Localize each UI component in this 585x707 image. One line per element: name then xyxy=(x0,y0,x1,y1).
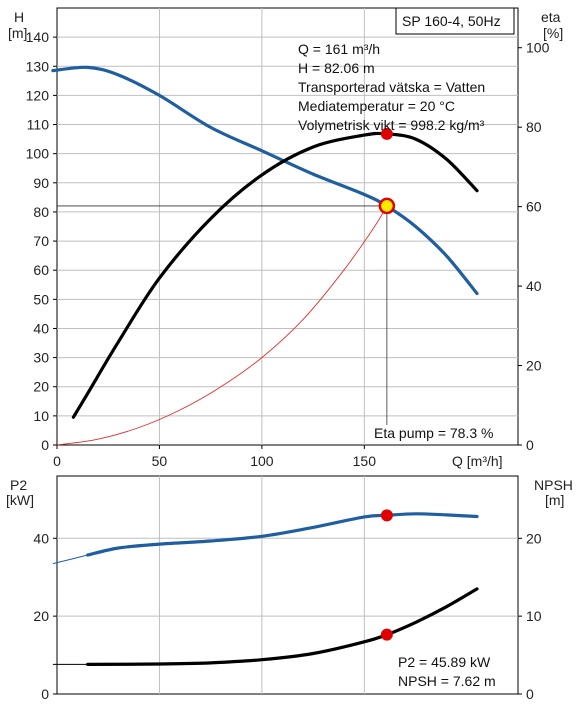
q-tick-label: 50 xyxy=(152,453,168,469)
eta-axis-unit: [%] xyxy=(543,25,563,41)
eta-tick-label: 0 xyxy=(526,437,534,453)
top-series-group xyxy=(51,65,479,446)
h-axis-unit: [m] xyxy=(8,25,27,41)
p2-axis-unit: [kW] xyxy=(6,492,34,508)
p2-tick-label: 20 xyxy=(33,608,49,624)
h-tick-label: 0 xyxy=(41,437,49,453)
info-npsh: NPSH = 7.62 m xyxy=(398,673,496,689)
info-head: H = 82.06 m xyxy=(298,60,375,76)
h-tick-label: 50 xyxy=(33,291,49,307)
h-tick-label: 130 xyxy=(26,58,50,74)
top-plot-frame xyxy=(56,7,519,446)
eta-tick-label: 100 xyxy=(526,40,550,56)
bottom-series-group xyxy=(52,509,479,666)
system-curve-curve xyxy=(56,205,388,446)
h-axis-label: H xyxy=(14,9,24,25)
h-tick-label: 60 xyxy=(33,262,49,278)
h-tick-label: 70 xyxy=(33,233,49,249)
duty-point-head-marker xyxy=(378,197,396,215)
h-tick-label: 110 xyxy=(27,117,50,133)
duty-point-eta-marker xyxy=(380,127,393,140)
h-tick-label: 40 xyxy=(33,320,49,336)
q-tick-label: 0 xyxy=(53,453,61,469)
npsh-tick-label: 10 xyxy=(526,608,542,624)
h-tick-label: 10 xyxy=(33,408,49,424)
h-tick-label: 30 xyxy=(33,350,49,366)
duty-point-p2-marker xyxy=(380,509,393,522)
bottom-grid xyxy=(57,476,518,694)
title-box xyxy=(395,7,515,35)
p2-axis-label: P2 xyxy=(10,477,27,493)
q-axis-label: Q [m³/h] xyxy=(452,453,503,469)
h-tick-label: 80 xyxy=(33,204,49,220)
p2-tick-label: 0 xyxy=(41,686,49,702)
npsh-axis-unit: [m] xyxy=(545,492,564,508)
top-ticks: 0 10 20 30 40 50 60 70 80 90 100 110 120 130 140 0 50 100… xyxy=(26,29,550,469)
chart-title: SP 160-4, 50Hz xyxy=(402,13,501,29)
info-liquid: Transporterad vätska = Vatten xyxy=(298,79,485,95)
p2-curve xyxy=(86,512,479,557)
h-tick-label: 120 xyxy=(26,87,50,103)
p2-tick-label: 40 xyxy=(33,530,49,546)
info-density: Volymetrisk vikt = 998.2 kg/m³ xyxy=(298,117,485,133)
eta-axis-label: eta xyxy=(541,9,561,25)
info-p2: P2 = 45.89 kW xyxy=(398,654,491,670)
h-tick-label: 140 xyxy=(26,29,50,45)
info-temperature: Mediatemperatur = 20 °C xyxy=(298,98,455,114)
top-grid xyxy=(57,8,518,445)
p2-curve-extension xyxy=(52,554,88,565)
eta-tick-label: 40 xyxy=(526,278,542,294)
q-tick-label: 100 xyxy=(250,453,274,469)
npsh-curve xyxy=(86,587,479,666)
bottom-ticks: 0 20 40 0 10 20 xyxy=(33,530,541,702)
q-tick-label: 150 xyxy=(353,453,377,469)
info-flow: Q = 161 m³/h xyxy=(298,41,380,57)
eta-tick-label: 60 xyxy=(526,199,542,215)
power-npsh-panel: 0 20 40 0 10 20 P2 [kW] NPSH [m] P2 = 45.89 k… xyxy=(6,475,573,702)
head-curve xyxy=(51,65,479,296)
npsh-tick-label: 0 xyxy=(526,686,534,702)
h-tick-label: 100 xyxy=(26,146,50,162)
h-tick-label: 20 xyxy=(33,379,49,395)
eta-pump-label: Eta pump = 78.3 % xyxy=(374,425,493,441)
eta-tick-label: 20 xyxy=(526,358,542,374)
npsh-axis-label: NPSH xyxy=(534,477,573,493)
head-efficiency-panel: 0 10 20 30 40 50 60 70 80 90 100 110 120 130 140 0 50 100… xyxy=(8,7,563,469)
h-tick-label: 90 xyxy=(33,175,49,191)
npsh-tick-label: 20 xyxy=(526,530,542,546)
duty-point-npsh-marker xyxy=(380,628,393,641)
efficiency-curve xyxy=(71,131,479,419)
eta-tick-label: 80 xyxy=(526,119,542,135)
